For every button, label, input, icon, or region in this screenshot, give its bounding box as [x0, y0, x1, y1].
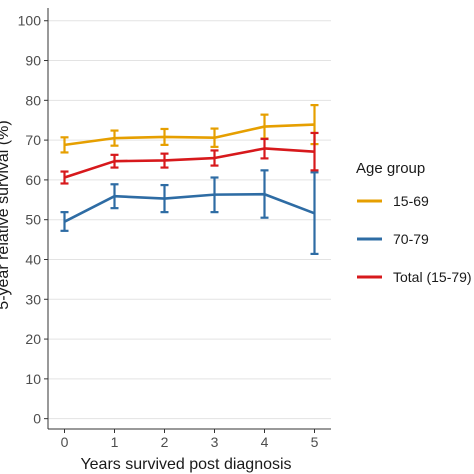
error-bar: [60, 211, 69, 232]
legend-title: Age group: [356, 160, 425, 177]
y-tick-label: 80: [25, 92, 41, 108]
x-tick-label: 0: [61, 434, 69, 450]
legend-label: 70-79: [393, 231, 429, 247]
error-bar: [60, 170, 69, 185]
error-bar: [210, 127, 219, 148]
legend-label: Total (15-79): [393, 269, 472, 285]
y-tick-label: 30: [25, 291, 41, 307]
plot-area: 0 10 20 30 40 50 60 70 80 90 100 0 1 2 3 4 5: [18, 8, 331, 450]
y-tick-label: 0: [33, 411, 41, 427]
error-bar: [110, 153, 119, 169]
x-tick-label: 3: [211, 434, 219, 450]
error-bar: [60, 136, 69, 154]
y-tick-label: 90: [25, 53, 41, 69]
error-bar: [160, 127, 169, 146]
error-bar: [110, 183, 119, 210]
series-line: [64, 147, 315, 179]
legend: Age group 15-69 70-79 Total (15-79): [356, 160, 472, 285]
error-bar: [210, 176, 219, 214]
error-bar: [110, 129, 119, 147]
y-tick-label: 50: [25, 212, 41, 228]
x-tick-label: 1: [111, 434, 119, 450]
error-bar: [260, 137, 269, 160]
x-tick-label: 2: [161, 434, 169, 450]
error-bar: [160, 183, 169, 214]
x-tick-label: 5: [311, 434, 319, 450]
series-line: [64, 123, 315, 147]
y-tick-label: 100: [18, 13, 42, 29]
error-bar: [310, 131, 319, 172]
x-axis-title: Years survived post diagnosis: [80, 456, 291, 473]
x-tick-label: 4: [261, 434, 269, 450]
error-bar: [260, 169, 269, 219]
series-line: [63, 192, 315, 223]
error-bar: [310, 171, 319, 256]
error-bar: [160, 152, 169, 169]
legend-label: 15-69: [393, 193, 429, 209]
y-axis-title: 5-year relative survival (%): [0, 120, 12, 309]
y-tick-label: 10: [25, 371, 41, 387]
y-tick-label: 40: [25, 251, 41, 267]
y-tick-label: 70: [25, 132, 41, 148]
y-tick-label: 60: [25, 172, 41, 188]
y-tick-label: 20: [25, 331, 41, 347]
error-bar: [210, 149, 219, 167]
